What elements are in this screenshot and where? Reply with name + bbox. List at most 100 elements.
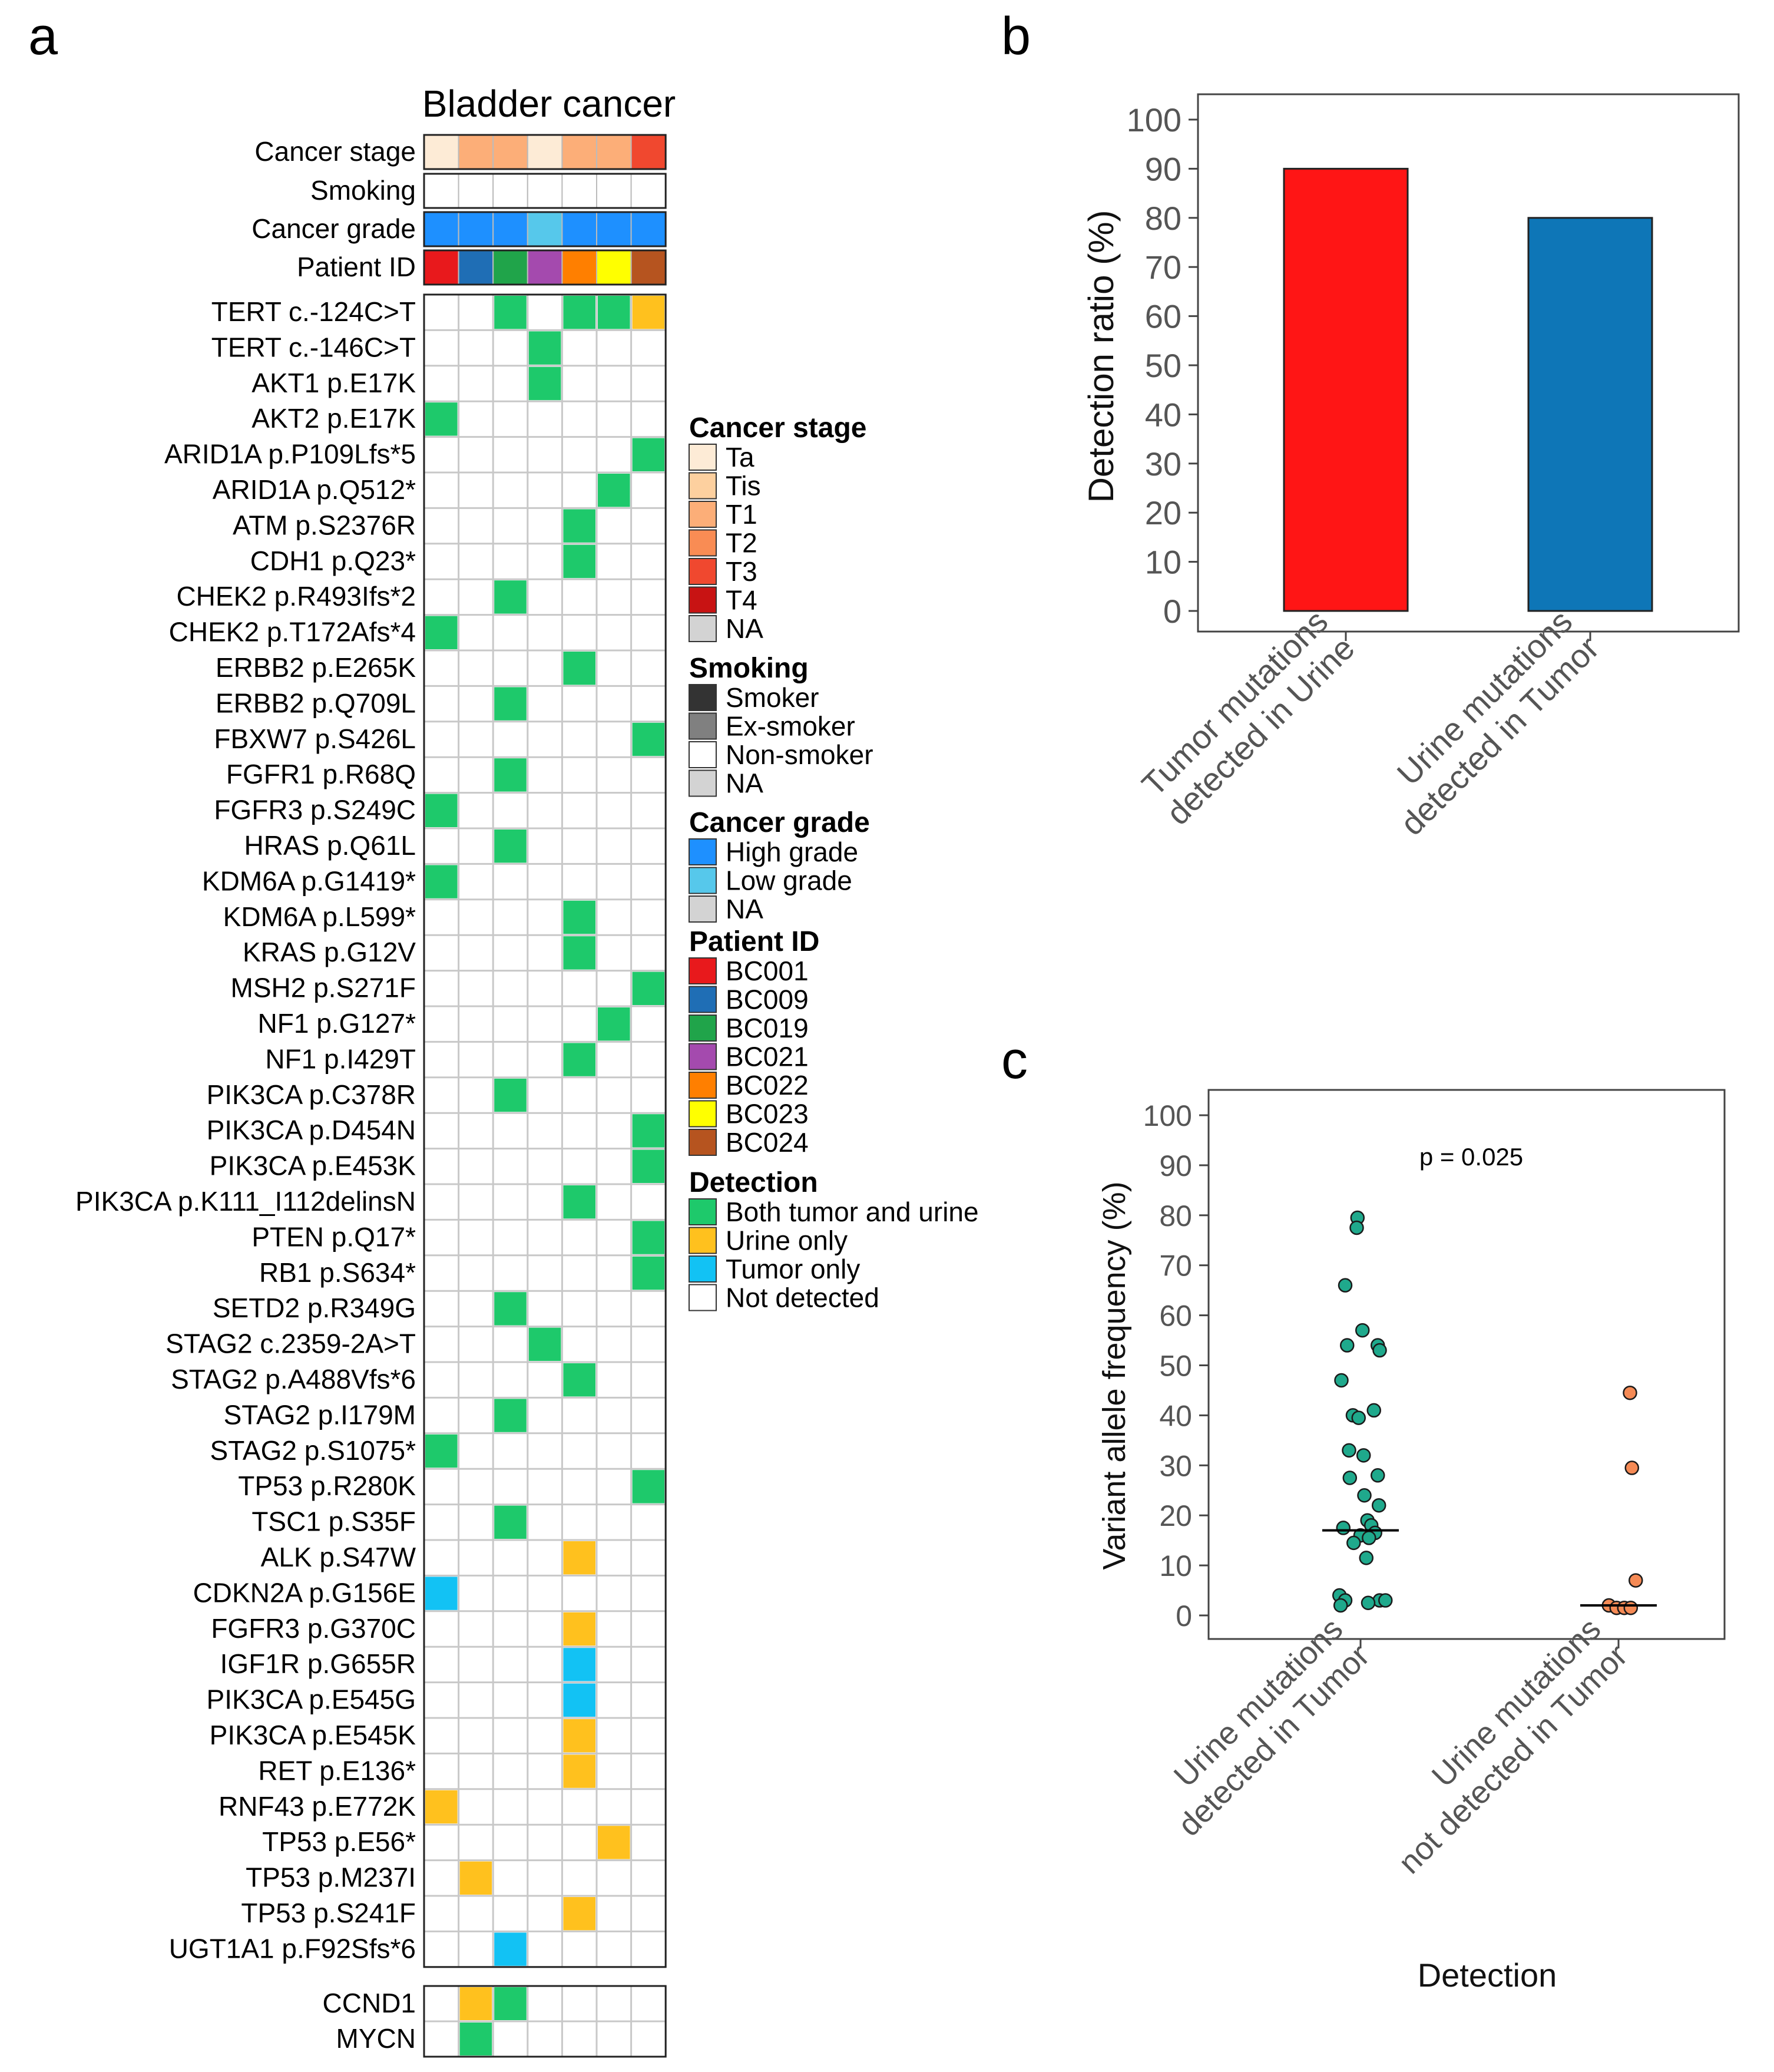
- scatter-point-detected-in-tumor-8: [1366, 1403, 1381, 1418]
- legend-swatch-patient-id-bc024: [689, 1129, 717, 1156]
- scatter-point-detected-in-tumor-13: [1371, 1468, 1385, 1483]
- mutation-cell-chek2-p-t172afs-4-bc023: [598, 616, 630, 649]
- legend-swatch-cancer-grade-high-grade: [689, 838, 717, 865]
- mutation-cell-atm-p-s2376r-bc019: [494, 509, 527, 543]
- mutation-cell-pik3ca-p-k111-i112delinsn-bc019: [494, 1185, 527, 1219]
- mutation-cell-tp53-p-s241f-bc022: [563, 1897, 595, 1931]
- mutation-cell-akt2-p-e17k-bc024: [632, 402, 665, 436]
- mutation-cell-pik3ca-p-e545g-bc009: [459, 1683, 492, 1717]
- mutation-cell-fbxw7-p-s426l-bc022: [563, 722, 595, 756]
- mutation-cell-fgfr1-p-r68q-bc001: [425, 758, 458, 792]
- mutation-cell-setd2-p-r349g-bc024: [632, 1292, 665, 1326]
- mutation-label: IGF1R p.G655R: [220, 1648, 416, 1679]
- mutation-cell-erbb2-p-e265k-bc021: [528, 652, 561, 685]
- legend-item-label: T4: [726, 585, 757, 616]
- annotation-cell-cancer-stage-bc019: [492, 134, 528, 170]
- mutation-cell-msh2-p-s271f-bc019: [494, 971, 527, 1005]
- scatter-point-detected-in-tumor-30: [1333, 1598, 1348, 1613]
- scatter-y-tick-label: 90: [1159, 1149, 1192, 1182]
- scatter-y-tick-label: 10: [1159, 1549, 1192, 1582]
- mutation-cell-tp53-p-s241f-bc021: [528, 1897, 561, 1931]
- cnv-cell-mycn-bc023: [598, 2023, 630, 2056]
- mutation-cell-tp53-p-m237i-bc024: [632, 1861, 665, 1895]
- mutation-cell-chek2-p-t172afs-4-bc024: [632, 616, 665, 649]
- bar-tumor-mutations-detected-in-urine: [1283, 167, 1409, 612]
- mutation-cell-pten-p-q17-bc022: [563, 1221, 595, 1254]
- mutation-label: CHEK2 p.T172Afs*4: [169, 617, 416, 647]
- mutation-cell-arid1a-p-p109lfs-5-bc023: [598, 438, 630, 471]
- annotation-cell-patient-id-bc022: [561, 250, 598, 285]
- legend-swatch-cancer-stage-tis: [689, 472, 717, 500]
- mutation-cell-stag2-c-2359-2a-t-bc024: [632, 1327, 665, 1361]
- mutation-cell-arid1a-p-p109lfs-5-bc021: [528, 438, 561, 471]
- mutation-cell-nf1-p-g127-bc024: [632, 1007, 665, 1041]
- mutation-cell-pik3ca-p-e545k-bc021: [528, 1719, 561, 1753]
- legend-swatch-detection-not-detected: [689, 1284, 717, 1311]
- mutation-cell-pik3ca-p-d454n-bc009: [459, 1114, 492, 1148]
- mutation-cell-pik3ca-p-e453k-bc021: [528, 1149, 561, 1183]
- mutation-cell-chek2-p-r493ifs-2-bc021: [528, 580, 561, 614]
- mutation-cell-pik3ca-p-e545g-bc019: [494, 1683, 527, 1717]
- legend-title-cancer-stage: Cancer stage: [689, 412, 866, 444]
- mutation-cell-arid1a-p-q512-bc024: [632, 474, 665, 507]
- legend-item-label: NA: [726, 768, 763, 799]
- mutation-label: TERT c.-146C>T: [211, 332, 416, 362]
- legend-swatch-cancer-stage-t1: [689, 501, 717, 528]
- bar-y-tick-label: 70: [1145, 249, 1181, 286]
- mutation-cell-erbb2-p-q709l-bc024: [632, 687, 665, 721]
- scatter-point-detected-in-tumor-28: [1378, 1593, 1393, 1608]
- mutation-cell-tp53-p-s241f-bc023: [598, 1897, 630, 1931]
- mutation-label: STAG2 p.I179M: [224, 1399, 416, 1430]
- mutation-label: ARID1A p.Q512*: [213, 474, 416, 505]
- cnv-cell-mycn-bc021: [528, 2023, 561, 2056]
- scatter-point-detected-in-tumor-24: [1359, 1551, 1373, 1565]
- mutation-cell-ret-p-e136-bc009: [459, 1754, 492, 1788]
- mutation-cell-cdh1-p-q23-bc001: [425, 544, 458, 579]
- scatter-point-detected-in-tumor-7: [1334, 1373, 1349, 1388]
- mutation-cell-arid1a-p-q512-bc021: [528, 474, 561, 507]
- mutation-cell-kdm6a-p-g1419-bc009: [459, 865, 492, 898]
- mutation-cell-pik3ca-p-e545k-bc009: [459, 1719, 492, 1753]
- mutation-label: ARID1A p.P109Lfs*5: [164, 439, 416, 470]
- legend-item-label: BC021: [726, 1042, 809, 1072]
- mutation-cell-stag2-p-i179m-bc022: [563, 1399, 595, 1432]
- legend-item-label: NA: [726, 613, 763, 644]
- mutation-cell-setd2-p-r349g-bc009: [459, 1292, 492, 1326]
- mutation-label: ERBB2 p.E265K: [216, 652, 416, 683]
- annotation-track-label: Cancer grade: [251, 213, 416, 244]
- mutation-cell-arid1a-p-q512-bc001: [425, 474, 458, 507]
- legend-item-label: T1: [726, 499, 757, 530]
- mutation-label: CDKN2A p.G156E: [193, 1577, 416, 1608]
- mutation-cell-tp53-p-r280k-bc009: [459, 1470, 492, 1503]
- mutation-cell-stag2-p-a488vfs-6-bc024: [632, 1363, 665, 1397]
- mutation-cell-igf1r-p-g655r-bc022: [563, 1648, 595, 1681]
- mutation-cell-nf1-p-i429t-bc021: [528, 1043, 561, 1076]
- cnv-cell-mycn-bc019: [494, 2023, 527, 2056]
- mutation-cell-pik3ca-p-k111-i112delinsn-bc022: [563, 1185, 595, 1219]
- mutation-cell-ret-p-e136-bc022: [563, 1754, 595, 1788]
- mutation-cell-kdm6a-p-g1419-bc019: [494, 865, 527, 898]
- cnv-cell-mycn-bc024: [632, 2023, 665, 2056]
- mutation-cell-chek2-p-r493ifs-2-bc009: [459, 580, 492, 614]
- scatter-x-tick-label: not detected in Tumor: [1392, 1638, 1634, 1881]
- legend-swatch-patient-id-bc009: [689, 986, 717, 1013]
- mutation-cell-stag2-p-s1075-bc024: [632, 1434, 665, 1468]
- mutation-cell-fgfr1-p-r68q-bc023: [598, 758, 630, 792]
- mutation-label: RNF43 p.E772K: [219, 1791, 416, 1822]
- mutation-label: PIK3CA p.E545G: [207, 1684, 416, 1715]
- mutation-cell-kdm6a-p-l599-bc021: [528, 900, 561, 934]
- mutation-cell-cdkn2a-p-g156e-bc001: [425, 1577, 458, 1610]
- mutation-cell-pik3ca-p-c378r-bc009: [459, 1078, 492, 1112]
- mutation-cell-alk-p-s47w-bc023: [598, 1541, 630, 1575]
- mutation-cell-atm-p-s2376r-bc022: [563, 509, 595, 543]
- scatter-y-tick-label: 30: [1159, 1449, 1192, 1482]
- mutation-cell-tp53-p-m237i-bc022: [563, 1861, 595, 1895]
- mutation-label: STAG2 p.A488Vfs*6: [171, 1364, 416, 1394]
- mutation-cell-pik3ca-p-e453k-bc009: [459, 1149, 492, 1183]
- annotation-track-border-patient-id: [423, 249, 667, 286]
- mutation-cell-tsc1-p-s35f-bc022: [563, 1505, 595, 1539]
- mutation-cell-fgfr1-p-r68q-bc009: [459, 758, 492, 792]
- annotation-cell-cancer-stage-bc024: [630, 134, 667, 170]
- mutation-cell-erbb2-p-e265k-bc001: [425, 652, 458, 685]
